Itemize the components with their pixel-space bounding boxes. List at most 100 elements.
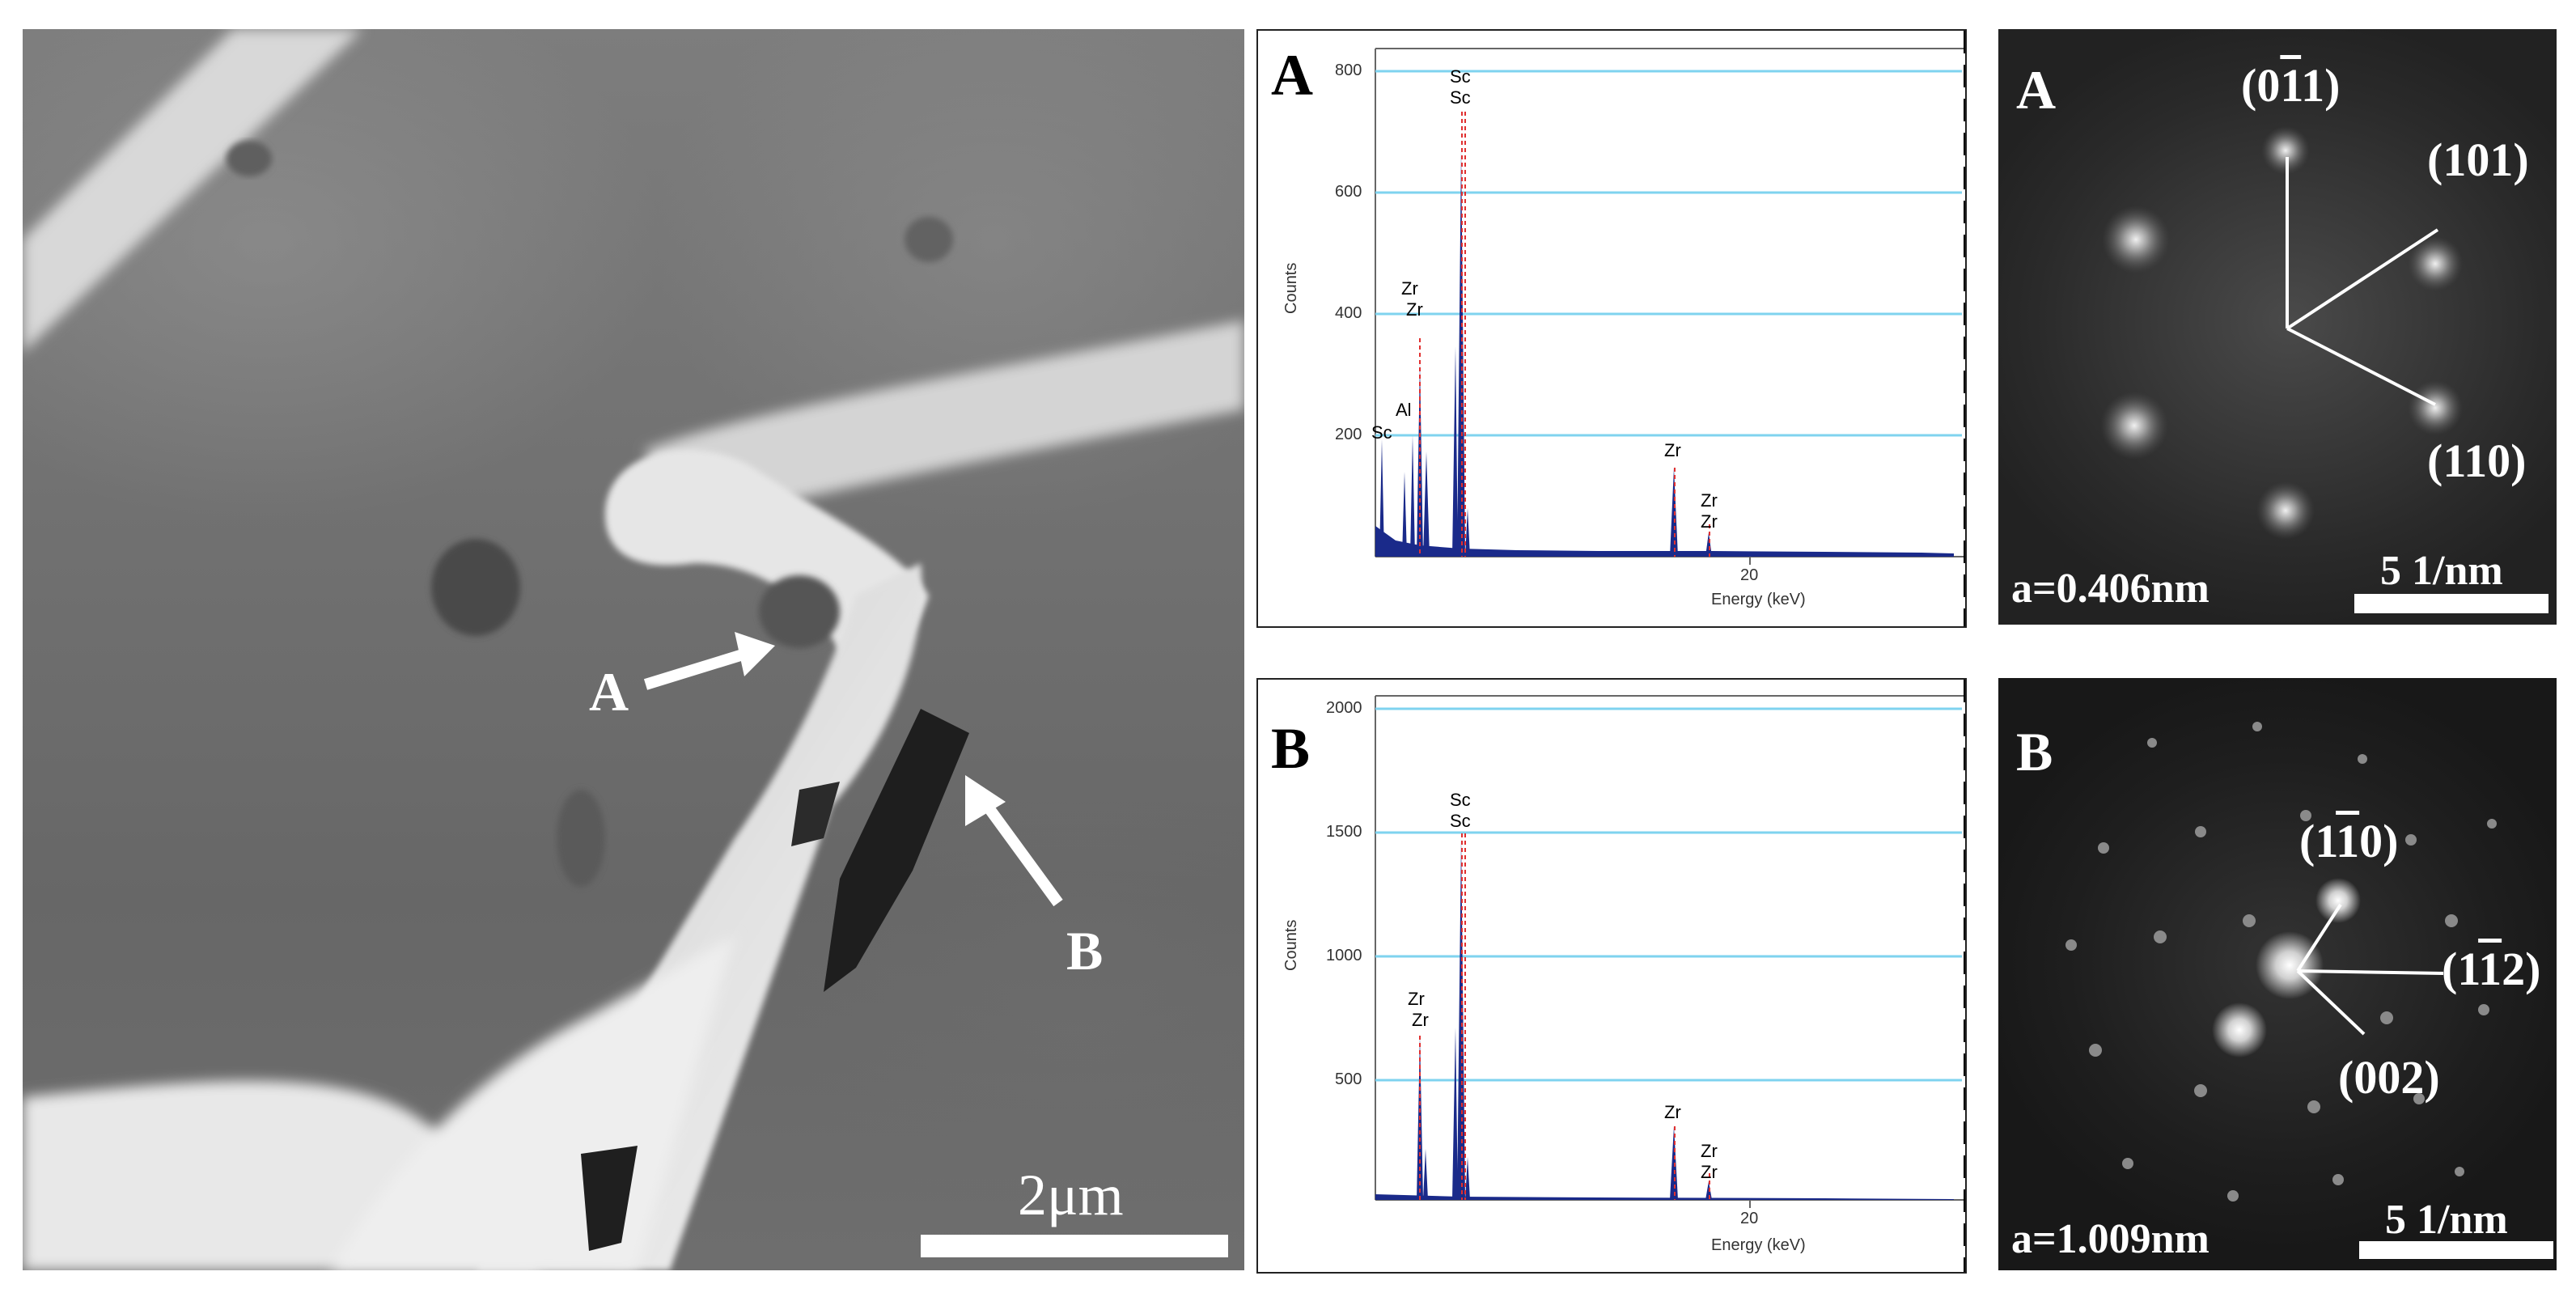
peak: [1402, 472, 1407, 557]
peak: [1379, 439, 1384, 557]
peak-label: Zr: [1701, 511, 1718, 532]
miller-index: (002): [2338, 1051, 2440, 1104]
peak-label: Zr: [1406, 299, 1423, 320]
peak-label: Zr: [1412, 1010, 1429, 1030]
vector-line: [2296, 969, 2366, 1036]
peak-label: Zr: [1664, 1102, 1681, 1122]
y-tick: 2000: [1326, 699, 1362, 717]
x-tick: 20: [1740, 566, 1759, 584]
particle-a: [759, 575, 840, 648]
sem-scale-bar: [921, 1235, 1228, 1257]
peak-label: Zr: [1401, 278, 1418, 299]
peak-label: Sc: [1450, 811, 1471, 831]
y-tick: 200: [1335, 426, 1362, 443]
diffraction-pattern-b: B (110) (112) (002) a=1.009nm 5 1/nm: [1998, 678, 2557, 1270]
weak-spots: [2065, 722, 2497, 1202]
y-tick: 1500: [1326, 823, 1362, 841]
upper-diagonal-band: [23, 29, 362, 353]
y-tick: 800: [1335, 61, 1362, 79]
peak: [1465, 508, 1470, 557]
eds-a-plot: [1375, 31, 1965, 626]
saed-b-spots: [2065, 722, 2553, 1259]
x-tick: 20: [1740, 1210, 1759, 1227]
peak-zr-l: [1417, 362, 1423, 557]
peak: [1705, 532, 1712, 557]
peak: [1410, 435, 1415, 557]
miller-index: (110): [2299, 815, 2399, 867]
particle: [227, 141, 272, 176]
central-spot: [2256, 931, 2324, 999]
x-axis-label: Energy (keV): [1711, 1236, 1806, 1254]
y-axis-label: Counts: [1282, 919, 1300, 971]
peak: [1465, 1157, 1470, 1200]
peak: [1452, 346, 1458, 557]
y-tick: 500: [1335, 1070, 1362, 1088]
saed-b-scale-bar: [2359, 1241, 2553, 1259]
lattice-parameter: a=0.406nm: [2011, 566, 2210, 612]
sem-label-b: B: [1066, 920, 1104, 981]
x-axis-label: Energy (keV): [1711, 591, 1806, 608]
peak-label: Zr: [1664, 440, 1681, 460]
miller-index: (112): [2442, 943, 2541, 995]
peak-label: Al: [1396, 400, 1412, 420]
vector-line: [2296, 903, 2342, 973]
eds-b-background: [1375, 1194, 1954, 1200]
dark-crystal-b: [824, 709, 969, 992]
sem-scale-label: 2μm: [1018, 1163, 1124, 1227]
peak: [1423, 1149, 1428, 1200]
spot: [2102, 206, 2170, 273]
spot: [2261, 126, 2310, 175]
eds-a-background: [1375, 526, 1954, 557]
dark-crystal: [581, 1146, 638, 1251]
peak-label: Zr: [1408, 989, 1425, 1009]
peak: [1423, 451, 1430, 557]
saed-a-letter: A: [2016, 59, 2057, 121]
particle: [431, 539, 520, 636]
miller-index: (011): [2241, 59, 2341, 112]
vector-line: [2286, 327, 2436, 406]
spot: [2256, 481, 2315, 540]
diffraction-pattern-a: A (011) (101) (110) a=0.406nm 5 1/nm: [1998, 29, 2557, 625]
lattice-parameter: a=1.009nm: [2011, 1216, 2210, 1262]
y-axis-label: Counts: [1282, 262, 1300, 314]
y-tick: 1000: [1326, 947, 1362, 964]
arrow-a: [643, 632, 775, 690]
peak-label: Sc: [1371, 422, 1392, 443]
dark-crystal: [791, 782, 840, 846]
peak-label: Sc: [1450, 87, 1471, 108]
eds-b-plot: [1375, 680, 1965, 1272]
peak-label: Sc: [1450, 790, 1471, 810]
miller-index: (101): [2427, 134, 2529, 186]
vector-line: [2286, 228, 2439, 330]
peak-label: Sc: [1450, 66, 1471, 87]
spot: [2212, 1002, 2267, 1058]
right-arm: [646, 320, 1244, 531]
spot: [2408, 236, 2463, 291]
saed-b-letter: B: [2016, 721, 2053, 782]
y-tick: 600: [1335, 183, 1362, 201]
y-tick: 400: [1335, 304, 1362, 322]
eds-b-letter: B: [1271, 716, 1311, 781]
saed-b-scale-label: 5 1/nm: [2385, 1197, 2508, 1243]
vector-line: [2297, 969, 2444, 975]
particle: [557, 790, 605, 887]
peak-label: Zr: [1701, 1141, 1718, 1161]
particle: [905, 217, 953, 262]
peak-label: Zr: [1701, 1162, 1718, 1182]
spot: [2408, 380, 2463, 435]
miller-index: (110): [2427, 434, 2527, 487]
spot: [2100, 392, 2168, 460]
lower-ribbon: [330, 935, 735, 1270]
eds-spectrum-b: B 2000 1500 1000 500 20 Counts Energy (k…: [1256, 678, 1967, 1274]
spot: [2315, 878, 2361, 923]
sem-micrograph: A B 2μm: [23, 29, 1244, 1270]
sem-features: [23, 29, 1244, 1270]
eds-spectrum-a: A 800 600 400 200 20 Counts: [1256, 29, 1967, 628]
saed-a-scale-bar: [2354, 594, 2548, 613]
saed-a-scale-label: 5 1/nm: [2380, 548, 2503, 594]
peak: [1452, 1028, 1458, 1200]
saed-a-spots: [2100, 126, 2548, 613]
sem-label-a: A: [589, 661, 629, 723]
peak-label: Zr: [1701, 490, 1718, 511]
eds-a-letter: A: [1271, 43, 1313, 108]
